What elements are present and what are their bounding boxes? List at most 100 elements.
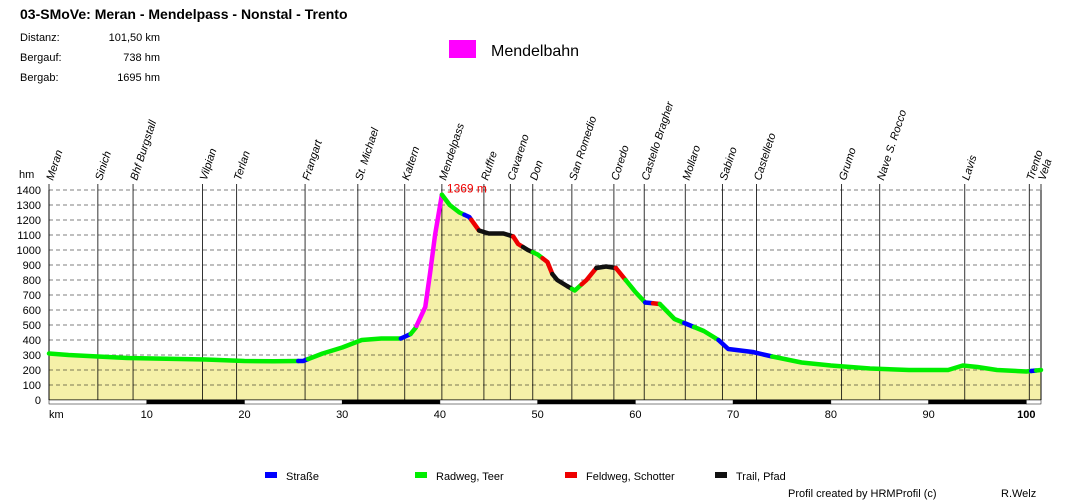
profile-segment <box>540 256 555 277</box>
x-axis-scale-band <box>439 399 538 405</box>
waypoint-label: Ruffre <box>479 150 500 182</box>
y-tick-label: 900 <box>23 260 41 272</box>
profile-segment <box>613 265 628 283</box>
waypoint-label: San Romedio <box>567 115 599 182</box>
legend-label-trail: Trail, Pfad <box>736 471 786 483</box>
waypoint-label: Lavis <box>960 153 980 182</box>
profile-segment <box>1033 367 1044 373</box>
waypoint-label: Mendelpass <box>437 121 467 182</box>
y-tick-label: 1400 <box>17 185 41 197</box>
profile-segment <box>550 271 575 292</box>
legend-label-strasse: Straße <box>286 471 319 483</box>
footer-author: R.Welz <box>1001 488 1036 500</box>
x-tick-label: 10 <box>141 409 153 421</box>
waypoint-label: St. Michael <box>353 126 381 182</box>
waypoint-label: Castello Bragher <box>640 99 677 182</box>
stat-distance-value: 101,50 km <box>109 32 160 44</box>
legend-swatch-trail <box>715 472 727 478</box>
x-tick-label: 20 <box>238 409 250 421</box>
x-tick-label: 50 <box>532 409 544 421</box>
stat-descent-label: Bergab: <box>20 72 59 84</box>
x-axis-scale-band <box>341 399 441 405</box>
x-tick-label: 90 <box>922 409 934 421</box>
x-axis-scale-band <box>244 399 343 405</box>
profile-segment <box>439 192 467 217</box>
legend-label-radweg: Radweg, Teer <box>436 471 504 483</box>
x-axis-scale-band <box>635 399 734 405</box>
y-tick-label: 700 <box>23 290 41 302</box>
waypoint-label: Sabino <box>718 146 740 182</box>
waypoint-label: Meran <box>44 149 65 182</box>
x-axis-scale-band <box>732 399 832 405</box>
x-tick-label: 80 <box>825 409 837 421</box>
y-tick-label: 200 <box>23 365 41 377</box>
chart-title: 03-SMoVe: Meran - Mendelpass - Nonstal -… <box>20 6 348 22</box>
x-axis-scale-band <box>146 399 245 405</box>
legend-swatch-feldweg <box>565 472 577 478</box>
waypoint-label: Vilpian <box>198 147 220 182</box>
stat-descent-value: 1695 hm <box>117 72 160 84</box>
y-tick-label: 1000 <box>17 245 41 257</box>
x-axis-scale-band <box>537 399 636 405</box>
stats-block: Distanz: 101,50 km Bergauf: 738 hm Berga… <box>20 32 160 84</box>
legend-swatch-radweg <box>415 472 427 478</box>
y-tick-label: 100 <box>23 380 41 392</box>
y-tick-label: 0 <box>35 395 41 407</box>
legend-swatch-strasse <box>265 472 277 478</box>
stat-ascent-value: 738 hm <box>123 52 160 64</box>
profile-segment <box>594 264 619 271</box>
waypoint-label: Sinich <box>93 150 114 182</box>
waypoint-label: Coredo <box>609 144 632 182</box>
y-tick-label: 500 <box>23 320 41 332</box>
footer-credit: Profil created by HRMProfil (c) <box>788 488 937 500</box>
elevation-area <box>49 194 1041 400</box>
waypoint-label: Nave S. Rocco <box>875 108 909 181</box>
y-tick-label: 600 <box>23 305 41 317</box>
stat-ascent-label: Bergauf: <box>20 52 62 64</box>
profile-segment <box>579 265 599 287</box>
x-axis-scale-band <box>830 399 929 405</box>
max-elevation-label: 1369 m <box>447 182 487 196</box>
profile-segment <box>569 282 584 293</box>
y-axis-label: hm <box>19 169 34 181</box>
plot-area: 0 100 200 300 400 500 600 700 800 900 1000 1100 1200… <box>17 99 1055 421</box>
profile-segment <box>623 277 648 305</box>
y-tick-label: 1100 <box>17 230 41 242</box>
waypoint-label: Frangart <box>301 138 326 182</box>
y-tick-label: 1300 <box>17 200 41 212</box>
x-tick-label: 100 <box>1017 409 1035 421</box>
y-tick-label: 400 <box>23 335 41 347</box>
waypoint-label: Cavareno <box>506 133 532 182</box>
y-tick-label: 800 <box>23 275 41 287</box>
x-axis-scale-band <box>1026 399 1042 405</box>
legend-top: Mendelbahn <box>449 40 579 60</box>
waypoint-label: Don <box>528 159 546 182</box>
x-tick-label: 70 <box>727 409 739 421</box>
legend-bottom: Straße Radweg, Teer Feldweg, Schotter Tr… <box>265 471 786 483</box>
x-axis-label: km <box>49 409 64 421</box>
waypoint-label: Terlan <box>232 150 253 182</box>
x-axis-scale-band <box>928 399 1027 405</box>
profile-segment <box>691 324 721 343</box>
x-tick-label: 40 <box>434 409 446 421</box>
x-tick-label: 30 <box>336 409 348 421</box>
profile-segment <box>476 228 516 239</box>
y-tick-label: 300 <box>23 350 41 362</box>
waypoint-label: Bhf Burgstall <box>128 118 159 182</box>
waypoint-label: Grumo <box>837 146 859 182</box>
profile-segment <box>46 351 301 364</box>
waypoint-label: Mollaro <box>681 144 704 182</box>
profile-segment <box>657 301 687 326</box>
profile-segment <box>305 336 404 362</box>
x-tick-label: 60 <box>629 409 641 421</box>
legend-label-feldweg: Feldweg, Schotter <box>586 471 675 483</box>
profile-segment <box>414 192 445 329</box>
profile-segment <box>716 337 775 359</box>
waypoint-label: Kaltern <box>400 145 422 182</box>
waypoint-label: Castelleto <box>752 132 779 182</box>
y-tick-label: 1200 <box>17 215 41 227</box>
x-axis-scale-band <box>48 399 147 405</box>
stat-distance-label: Distanz: <box>20 32 60 44</box>
legend-swatch-mendelbahn <box>449 40 476 58</box>
